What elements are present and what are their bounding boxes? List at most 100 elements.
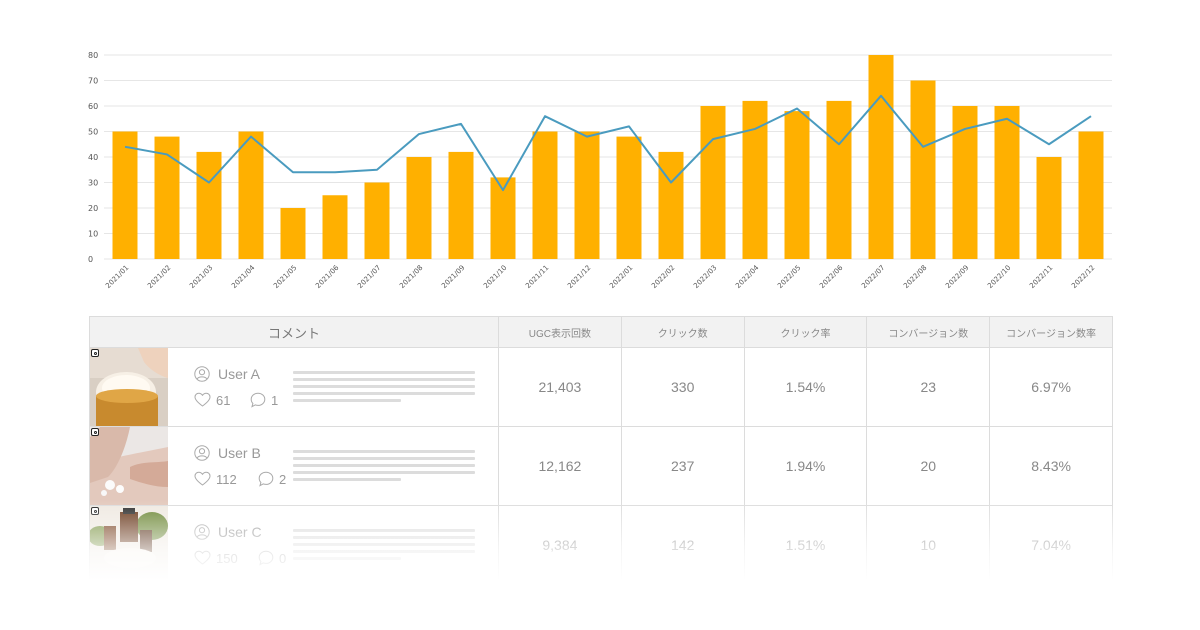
bar[interactable]: [1036, 157, 1062, 259]
x-tick-label: 2022/08: [902, 264, 928, 290]
user-circle-icon: [194, 445, 210, 461]
comment-count: 2: [279, 472, 287, 487]
x-tick-label: 2022/04: [734, 263, 761, 290]
y-tick-label: 40: [88, 153, 98, 162]
bar[interactable]: [616, 136, 642, 259]
x-tick-label: 2021/12: [566, 264, 592, 290]
header-comment[interactable]: コメント: [267, 325, 320, 341]
heart-icon[interactable]: [194, 471, 211, 487]
bar[interactable]: [238, 131, 264, 260]
instagram-icon: [91, 507, 99, 515]
bar[interactable]: [1078, 131, 1104, 260]
bar[interactable]: [994, 106, 1020, 259]
x-tick-label: 2021/02: [146, 264, 172, 290]
y-tick-label: 50: [88, 128, 98, 137]
comment-text-placeholder: [293, 450, 475, 485]
x-tick-label: 2021/09: [440, 264, 466, 290]
x-tick-label: 2021/11: [524, 264, 550, 290]
x-tick-label: 2021/05: [272, 264, 298, 290]
speech-bubble-icon[interactable]: [250, 392, 266, 408]
y-tick-label: 60: [88, 102, 98, 111]
like-count: 61: [216, 393, 231, 408]
like-count: 150: [216, 551, 238, 566]
y-tick-label: 10: [88, 230, 98, 239]
bar[interactable]: [826, 100, 852, 260]
x-tick-label: 2022/09: [944, 264, 970, 290]
ugc-impressions-value: 12,162: [498, 427, 621, 505]
clicks-value: 330: [620, 348, 744, 426]
bar[interactable]: [364, 182, 390, 260]
header-ugc-impressions[interactable]: UGC表示回数: [498, 317, 621, 347]
speech-bubble-icon[interactable]: [258, 471, 274, 487]
conversion-rate-value: 7.04%: [989, 506, 1112, 584]
click-rate-value: 1.51%: [743, 506, 867, 584]
user-circle-icon: [194, 524, 210, 540]
bar[interactable]: [658, 151, 684, 259]
header-conversion-rate[interactable]: コンバージョン数率: [989, 317, 1112, 347]
bar[interactable]: [700, 106, 726, 259]
comment-text-placeholder: [293, 529, 475, 564]
bottles-leaves-photo[interactable]: [90, 506, 168, 584]
conversion-rate-value: 8.43%: [989, 427, 1112, 505]
table-row[interactable]: User C 150 0 9,384 142 1.51% 10: [90, 506, 1112, 585]
speech-bubble-icon[interactable]: [258, 550, 274, 566]
line-series: [124, 94, 1092, 192]
ugc-impressions-value: 9,384: [498, 506, 621, 584]
x-tick-label: 2021/07: [356, 264, 382, 290]
bar[interactable]: [322, 195, 348, 259]
user-name[interactable]: User A: [218, 366, 261, 382]
bar-series: [112, 55, 1104, 260]
bar[interactable]: [112, 131, 138, 260]
series-line[interactable]: [124, 94, 1092, 192]
bar[interactable]: [196, 151, 222, 259]
x-tick-label: 2022/10: [986, 264, 1012, 290]
y-tick-label: 0: [88, 255, 93, 264]
x-tick-label: 2021/01: [104, 264, 130, 290]
instagram-icon: [91, 428, 99, 436]
header-click-rate[interactable]: クリック率: [743, 317, 867, 347]
header-clicks[interactable]: クリック数: [620, 317, 744, 347]
x-tick-label: 2022/11: [1028, 264, 1054, 290]
bar[interactable]: [868, 55, 894, 259]
x-tick-label: 2022/06: [818, 263, 845, 290]
x-tick-label: 2022/12: [1070, 264, 1096, 290]
x-tick-label: 2022/05: [776, 264, 802, 290]
heart-icon[interactable]: [194, 550, 211, 566]
comment-cell: User A 61 1: [90, 348, 498, 426]
clicks-value: 237: [620, 427, 744, 505]
user-name[interactable]: User B: [218, 445, 261, 461]
x-tick-label: 2021/06: [314, 263, 341, 290]
y-tick-label: 20: [88, 204, 98, 213]
bar[interactable]: [280, 208, 306, 259]
header-conversions[interactable]: コンバージョン数: [866, 317, 989, 347]
hand-lotion-photo[interactable]: [90, 427, 168, 505]
bar[interactable]: [532, 131, 558, 260]
user-circle-icon: [194, 366, 210, 382]
table-row[interactable]: User B 112 2 12,162 237 1.94% 20: [90, 427, 1112, 506]
user-info: User B 112 2: [168, 427, 498, 505]
bar[interactable]: [448, 151, 474, 259]
y-tick-label: 30: [88, 179, 98, 188]
user-info: User C 150 0: [168, 506, 498, 584]
heart-icon[interactable]: [194, 392, 211, 408]
click-rate-value: 1.54%: [743, 348, 867, 426]
comment-cell: User B 112 2: [90, 427, 498, 505]
bar[interactable]: [742, 100, 768, 260]
cream-jar-photo[interactable]: [90, 348, 168, 426]
bottles-leaves-image: [90, 506, 168, 584]
bar[interactable]: [154, 136, 180, 259]
conversions-value: 20: [866, 427, 989, 505]
x-tick-label: 2022/03: [692, 264, 718, 290]
x-tick-label: 2021/04: [230, 263, 257, 290]
x-tick-label: 2021/03: [188, 264, 214, 290]
y-tick-label: 70: [88, 77, 98, 86]
user-name[interactable]: User C: [218, 524, 262, 540]
bar[interactable]: [406, 157, 432, 259]
comment-text-placeholder: [293, 371, 475, 406]
bar[interactable]: [574, 131, 600, 260]
bar[interactable]: [784, 111, 810, 259]
bar[interactable]: [910, 80, 936, 260]
table-row[interactable]: User A 61 1 21,403 330 1.54% 23: [90, 348, 1112, 427]
